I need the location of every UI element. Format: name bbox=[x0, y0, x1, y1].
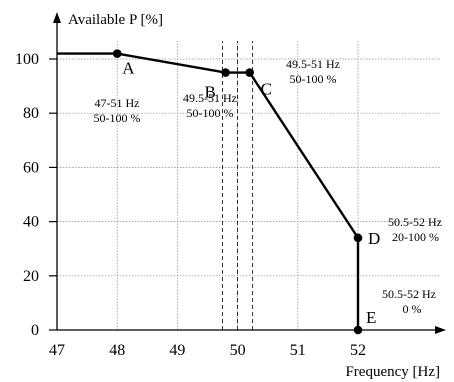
point-label-e: E bbox=[366, 308, 376, 327]
y-tick-label: 100 bbox=[15, 51, 39, 68]
point-label-b: B bbox=[205, 83, 216, 102]
x-tick-label: 51 bbox=[290, 342, 306, 359]
point-e bbox=[353, 325, 363, 335]
series-line-0 bbox=[57, 52, 360, 330]
axes bbox=[53, 12, 446, 334]
y-tick-label: 40 bbox=[23, 214, 39, 231]
annotation-a-line-1: 50-100 % bbox=[94, 111, 141, 125]
x-tick-label: 50 bbox=[230, 342, 246, 359]
annotation-a-line-0: 47-51 Hz bbox=[95, 96, 140, 110]
annotation-c-line-0: 49.5-51 Hz bbox=[286, 57, 340, 71]
annotation-d-line-0: 50.5-52 Hz bbox=[388, 215, 442, 229]
point-label-d: D bbox=[368, 229, 380, 248]
point-d bbox=[353, 233, 363, 243]
annotation-b-line-1: 50-100 % bbox=[187, 106, 234, 120]
dashed-reference-lines bbox=[222, 41, 254, 330]
annotation-e-line-0: 50.5-52 Hz bbox=[382, 287, 436, 301]
x-axis-arrow bbox=[435, 326, 446, 334]
point-a bbox=[112, 49, 122, 58]
x-axis-title: Frequency [Hz] bbox=[345, 364, 440, 380]
annotation-e-line-1: 0 % bbox=[403, 302, 422, 316]
y-tick-label: 80 bbox=[23, 105, 39, 122]
x-tick-label: 48 bbox=[109, 342, 125, 359]
x-tick-label: 52 bbox=[350, 342, 366, 359]
point-b bbox=[221, 68, 230, 77]
point-c bbox=[245, 68, 254, 77]
data-points: A B C D E bbox=[112, 49, 380, 335]
y-axis-title: Available P [%] bbox=[68, 12, 163, 28]
x-tick-label: 47 bbox=[49, 342, 65, 359]
y-tick-label: 60 bbox=[23, 159, 39, 176]
point-label-a: A bbox=[122, 59, 135, 78]
annotation-b-line-0: 49.5-51 Hz bbox=[183, 91, 237, 105]
y-tick-label: 20 bbox=[23, 268, 39, 285]
y-axis-arrow bbox=[53, 12, 61, 23]
point-label-c: C bbox=[261, 80, 272, 99]
x-tick-label: 49 bbox=[169, 342, 185, 359]
tick-labels: 47 48 49 50 51 52 0 20 40 60 80 100 bbox=[15, 51, 366, 359]
y-tick-label: 0 bbox=[31, 322, 39, 339]
annotation-c-line-1: 50-100 % bbox=[290, 72, 337, 86]
series bbox=[57, 52, 360, 330]
annotation-d-line-1: 20-100 % bbox=[392, 230, 439, 244]
